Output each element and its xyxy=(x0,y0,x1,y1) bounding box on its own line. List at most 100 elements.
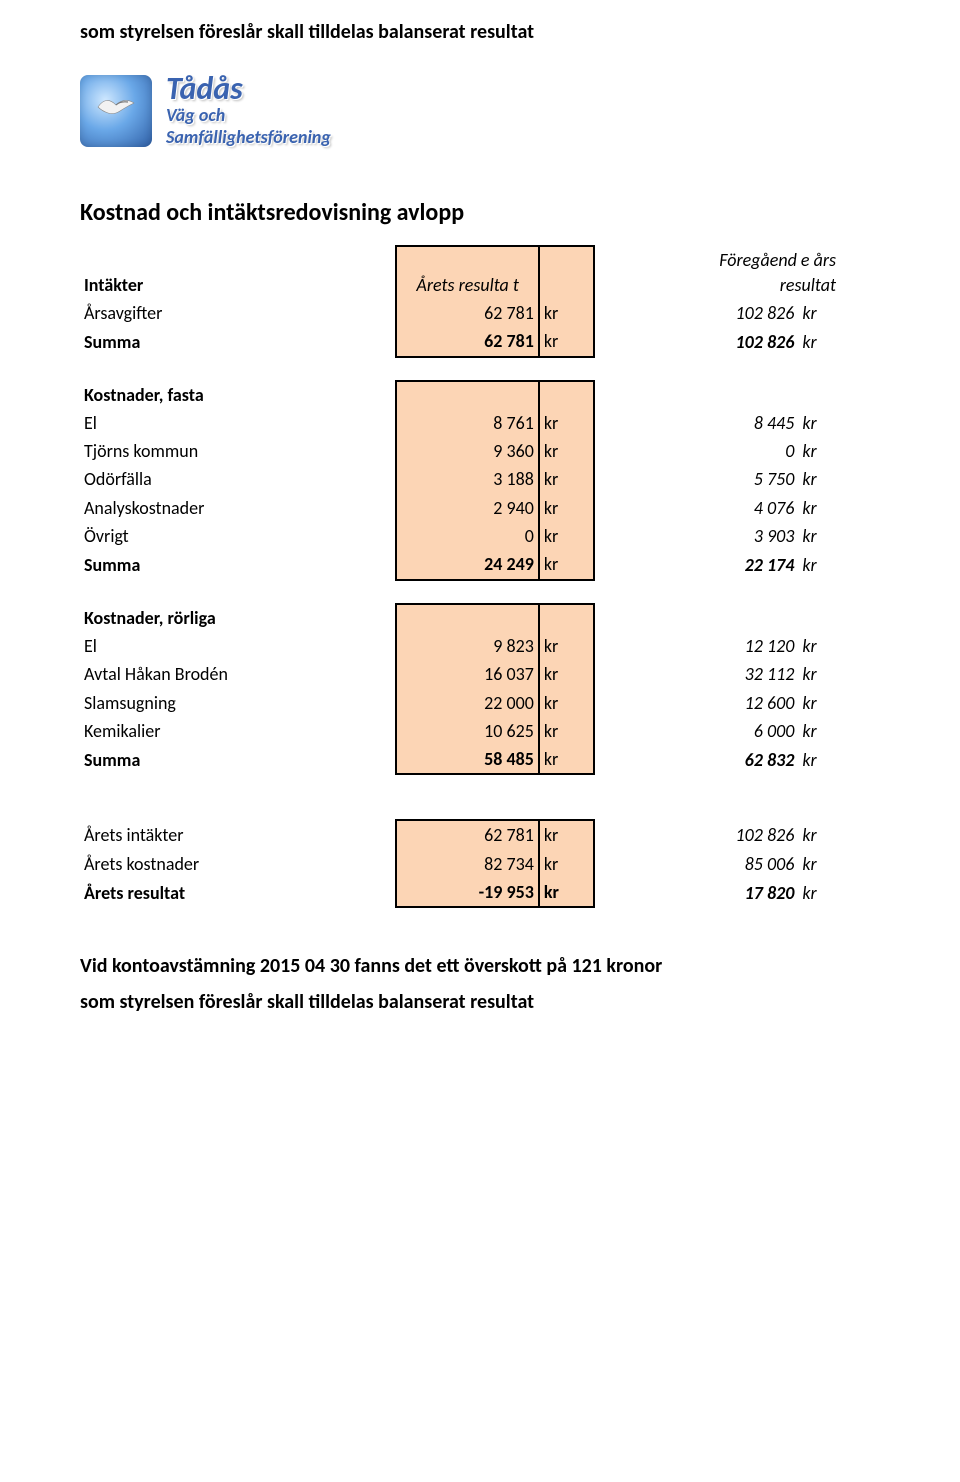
row-prev-curr: kr xyxy=(798,494,840,522)
row-value: 82 734 xyxy=(396,850,538,878)
row-value: 16 037 xyxy=(396,660,538,688)
row-curr: kr xyxy=(539,437,594,465)
row-label: Årets intäkter xyxy=(80,820,396,849)
row-curr: kr xyxy=(539,299,594,327)
table-row: Slamsugning 22 000 kr 12 600 kr xyxy=(80,689,840,717)
row-prev-value: 102 826 xyxy=(669,327,798,356)
logo-block: Tådås Väg och Samfällighetsförening xyxy=(80,74,880,148)
row-curr: kr xyxy=(539,327,594,356)
row-label: Slamsugning xyxy=(80,689,396,717)
row-label: Tjörns kommun xyxy=(80,437,396,465)
table-row: Årets resultat -19 953 kr 17 820 kr xyxy=(80,878,840,907)
row-curr: kr xyxy=(539,820,594,849)
row-curr: kr xyxy=(539,494,594,522)
row-prev-curr: kr xyxy=(798,437,840,465)
row-value: 3 188 xyxy=(396,465,538,493)
row-prev-curr: kr xyxy=(798,745,840,774)
footer-note: Vid kontoavstämning 2015 04 30 fanns det… xyxy=(80,948,880,1020)
row-prev-curr: kr xyxy=(798,299,840,327)
row-curr: kr xyxy=(539,878,594,907)
row-prev-value: 0 xyxy=(669,437,798,465)
row-prev-value: 62 832 xyxy=(669,745,798,774)
table-row: El 9 823 kr 12 120 kr xyxy=(80,632,840,660)
group-title: Kostnader, fasta xyxy=(80,381,396,409)
logo-text: Tådås Väg och Samfällighetsförening xyxy=(166,74,331,148)
row-curr: kr xyxy=(539,850,594,878)
row-prev-curr: kr xyxy=(798,522,840,550)
row-value: 9 823 xyxy=(396,632,538,660)
row-prev-value: 102 826 xyxy=(669,299,798,327)
bird-icon xyxy=(96,93,136,121)
row-value: 58 485 xyxy=(396,745,538,774)
group-title-row: Kostnader, rörliga xyxy=(80,604,840,632)
logo-line1: Tådås xyxy=(166,74,331,104)
row-label: Analyskostnader xyxy=(80,494,396,522)
row-prev-value: 3 903 xyxy=(669,522,798,550)
row-prev-curr: kr xyxy=(798,689,840,717)
row-label: Årsavgifter xyxy=(80,299,396,327)
table-row: Årets intäkter 62 781 kr 102 826 kr xyxy=(80,820,840,849)
row-label: Summa xyxy=(80,550,396,579)
row-label: Årets kostnader xyxy=(80,850,396,878)
header-spacer xyxy=(539,246,594,299)
intro-line: som styrelsen föreslår skall tilldelas b… xyxy=(80,20,880,44)
row-label: El xyxy=(80,409,396,437)
table-row: Analyskostnader 2 940 kr 4 076 kr xyxy=(80,494,840,522)
row-curr: kr xyxy=(539,689,594,717)
table-row: Summa 58 485 kr 62 832 kr xyxy=(80,745,840,774)
row-value: 24 249 xyxy=(396,550,538,579)
table-row: Övrigt 0 kr 3 903 kr xyxy=(80,522,840,550)
row-value: 8 761 xyxy=(396,409,538,437)
table-row: Årsavgifter 62 781 kr 102 826 kr xyxy=(80,299,840,327)
table-row: Tjörns kommun 9 360 kr 0 kr xyxy=(80,437,840,465)
row-label: El xyxy=(80,632,396,660)
header-intakter: Intäkter xyxy=(80,246,396,299)
row-prev-curr: kr xyxy=(798,850,840,878)
row-prev-curr: kr xyxy=(798,632,840,660)
row-prev-value: 12 600 xyxy=(669,689,798,717)
row-prev-value: 85 006 xyxy=(669,850,798,878)
row-value: 10 625 xyxy=(396,717,538,745)
row-curr: kr xyxy=(539,465,594,493)
table-row: Kemikalier 10 625 kr 6 000 kr xyxy=(80,717,840,745)
row-value: 62 781 xyxy=(396,820,538,849)
row-value: 0 xyxy=(396,522,538,550)
table-row: Summa 62 781 kr 102 826 kr xyxy=(80,327,840,356)
row-value: 2 940 xyxy=(396,494,538,522)
row-prev-value: 4 076 xyxy=(669,494,798,522)
row-label: Summa xyxy=(80,327,396,356)
logo-image xyxy=(80,75,152,147)
row-prev-value: 8 445 xyxy=(669,409,798,437)
row-prev-curr: kr xyxy=(798,409,840,437)
row-prev-curr: kr xyxy=(798,820,840,849)
row-label: Årets resultat xyxy=(80,878,396,907)
financial-table: Intäkter Årets resulta t Föregåend e års… xyxy=(80,245,840,908)
row-value: -19 953 xyxy=(396,878,538,907)
row-curr: kr xyxy=(539,550,594,579)
table-header-row: Intäkter Årets resulta t Föregåend e års… xyxy=(80,246,840,299)
header-foregaende: Föregåend e års resultat xyxy=(669,246,840,299)
table-row: Odörfälla 3 188 kr 5 750 kr xyxy=(80,465,840,493)
table-row: El 8 761 kr 8 445 kr xyxy=(80,409,840,437)
row-prev-value: 17 820 xyxy=(669,878,798,907)
row-prev-value: 12 120 xyxy=(669,632,798,660)
row-prev-curr: kr xyxy=(798,550,840,579)
row-curr: kr xyxy=(539,745,594,774)
footer-line2: som styrelsen föreslår skall tilldelas b… xyxy=(80,984,880,1020)
logo-line3: Samfällighetsförening xyxy=(166,126,331,148)
row-prev-value: 22 174 xyxy=(669,550,798,579)
row-prev-curr: kr xyxy=(798,660,840,688)
row-value: 62 781 xyxy=(396,327,538,356)
row-prev-curr: kr xyxy=(798,327,840,356)
group-title: Kostnader, rörliga xyxy=(80,604,396,632)
row-prev-value: 32 112 xyxy=(669,660,798,688)
row-prev-value: 102 826 xyxy=(669,820,798,849)
group-title-row: Kostnader, fasta xyxy=(80,381,840,409)
row-label: Avtal Håkan Brodén xyxy=(80,660,396,688)
row-curr: kr xyxy=(539,409,594,437)
row-value: 22 000 xyxy=(396,689,538,717)
row-label: Övrigt xyxy=(80,522,396,550)
row-label: Summa xyxy=(80,745,396,774)
row-curr: kr xyxy=(539,660,594,688)
row-prev-curr: kr xyxy=(798,878,840,907)
